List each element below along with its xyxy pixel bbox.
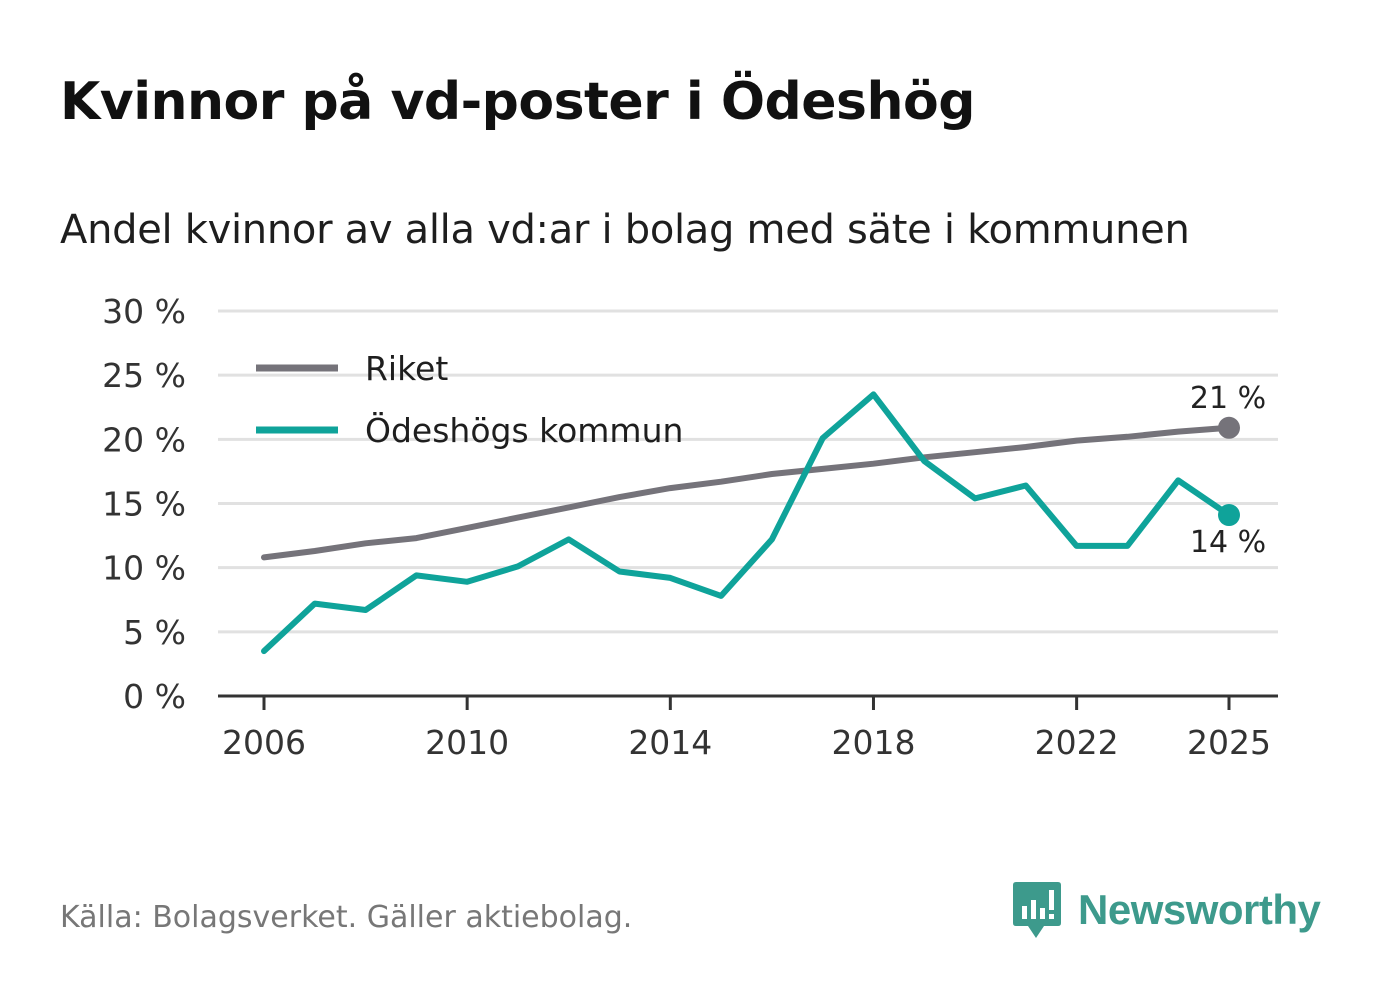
legend-label-kommun: Ödeshögs kommun: [365, 410, 683, 450]
y-tick-label: 25 %: [102, 356, 186, 395]
end-point-kommun: [1218, 504, 1240, 527]
x-tick-label: 2010: [425, 723, 509, 762]
chart-subtitle: Andel kvinnor av alla vd:ar i bolag med …: [60, 207, 1190, 253]
series-line-riket: [261, 424, 1232, 561]
x-tick-label: 2025: [1187, 723, 1271, 762]
end-label-riket: 21 %: [1190, 381, 1266, 416]
y-tick-label: 0 %: [123, 677, 186, 716]
axis-layer: 0 % 5 % 10 % 15 % 20 % 25 % 30 % 2006 2010 2014 20…: [102, 292, 1278, 762]
end-point-riket: [1218, 416, 1240, 439]
x-tick-label: 2006: [222, 723, 306, 762]
end-label-kommun: 14 %: [1190, 525, 1266, 560]
x-tick-label: 2022: [1035, 723, 1119, 762]
legend-label-riket: Riket: [365, 349, 448, 388]
chart-title: Kvinnor på vd-poster i Ödeshög: [60, 72, 975, 132]
newsworthy-logo-icon: [1013, 882, 1061, 938]
y-tick-label: 5 %: [123, 613, 186, 652]
source-note: Källa: Bolagsverket. Gäller aktiebolag.: [60, 900, 633, 935]
y-tick-label: 30 %: [102, 292, 186, 331]
x-tick-label: 2014: [628, 723, 712, 762]
y-tick-label: 10 %: [102, 549, 186, 588]
brand-name: Newsworthy: [1078, 886, 1321, 933]
series-layer: [261, 391, 1240, 655]
series-line-kommun: [261, 391, 1232, 655]
y-tick-label: 20 %: [102, 420, 186, 459]
y-tick-label: 15 %: [102, 485, 186, 524]
x-tick-label: 2018: [831, 723, 915, 762]
newsworthy-logo: Newsworthy: [1012, 880, 1321, 940]
end-labels: 21 % 14 %: [1190, 381, 1266, 560]
legend: Riket Ödeshögs kommun: [256, 349, 683, 450]
